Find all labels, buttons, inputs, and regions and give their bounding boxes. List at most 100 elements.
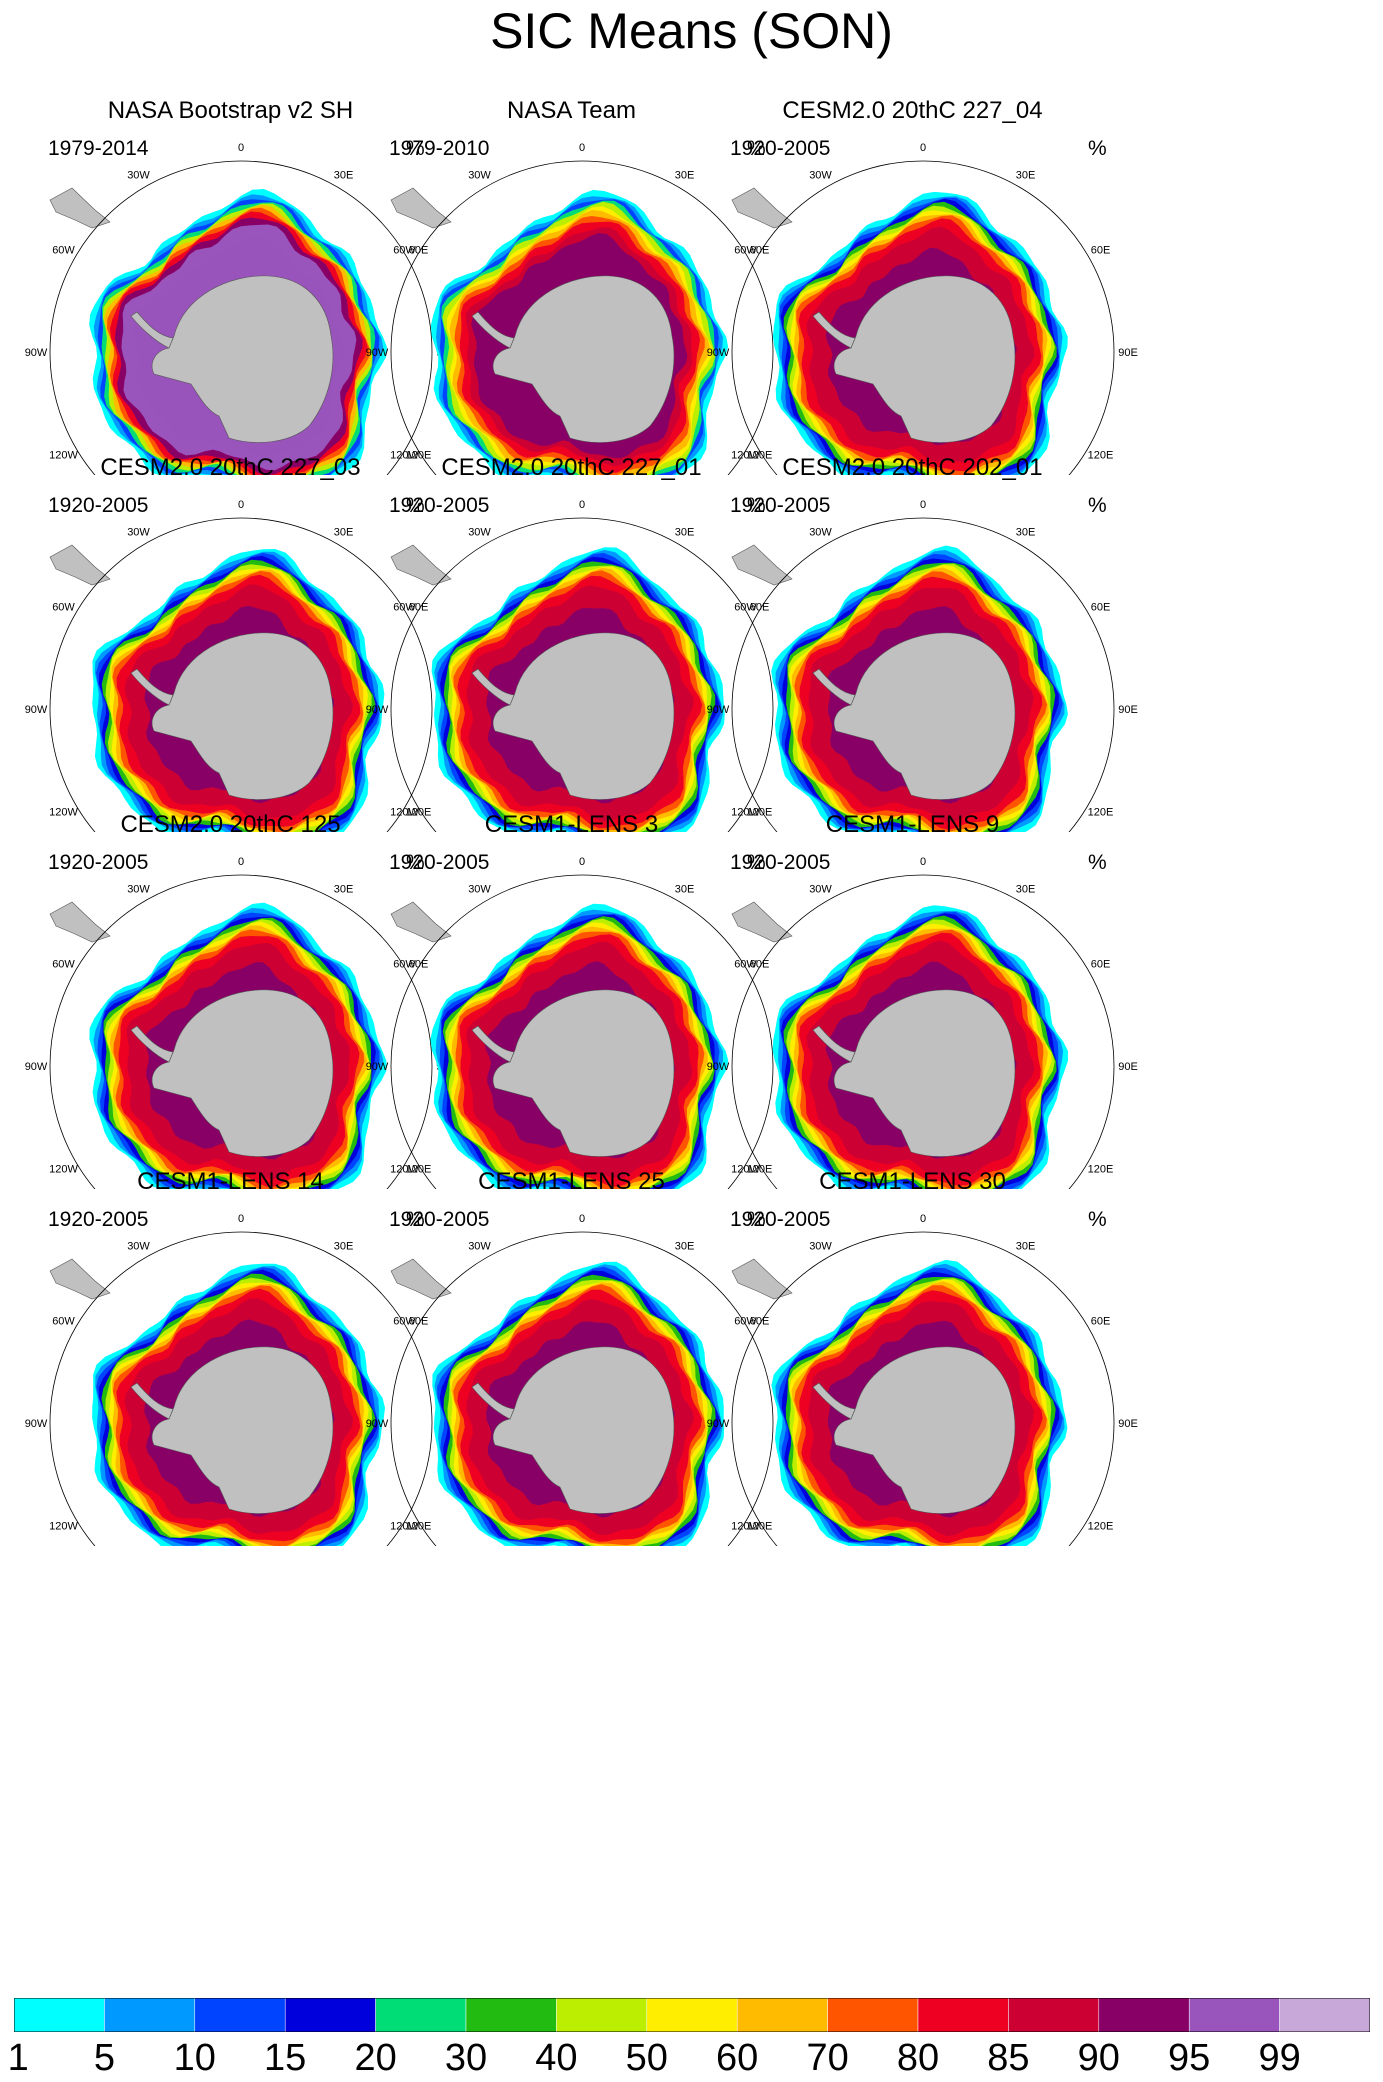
longitude-labels: 030E60E90E120E150E180150W120W90W60W30W (707, 142, 1138, 462)
panel-title: CESM1-LENS 14 (137, 1168, 324, 1195)
longitude-label: 120E (406, 807, 432, 819)
panel-title: CESM2.0 20thC 202_01 (782, 454, 1043, 481)
longitude-label: 120E (406, 450, 432, 462)
longitude-label: 60E (1091, 1316, 1111, 1328)
colorbar-label: 30 (444, 2037, 488, 2079)
longitude-label: 60E (409, 602, 429, 614)
colorbar-label: 80 (896, 2037, 940, 2079)
panel-unit: % (747, 494, 766, 517)
longitude-label: 90W (707, 704, 730, 716)
longitude-label: 120E (406, 1164, 432, 1176)
longitude-labels: 030E60E90E120E150E180150W120W90W60W30W (707, 499, 1138, 819)
antarctica-landmass (471, 275, 675, 443)
polar-map: 030E60E90E120E150E180150W120W90W60W30W (366, 856, 797, 1189)
panel-unit: % (1088, 494, 1107, 517)
longitude-labels: 030E60E90E120E150E180150W120W90W60W30W (25, 142, 456, 462)
map-panel: 030E60E90E120E150E180150W120W90W60W30WNA… (0, 0, 461, 475)
colorbar-swatch (284, 1998, 376, 2032)
colorbar-label: 1 (7, 2037, 29, 2079)
longitude-label: 90W (25, 1061, 48, 1073)
longitude-label: 60E (409, 959, 429, 971)
longitude-label: 120W (390, 807, 419, 819)
panel-title: CESM2.0 20thC 125 (120, 811, 341, 838)
panel-unit: % (406, 1208, 425, 1231)
longitude-label: 30W (127, 1241, 150, 1253)
longitude-label: 90W (366, 1061, 389, 1073)
longitude-label: 30E (334, 170, 354, 182)
south-america-landmass (731, 1258, 793, 1300)
longitude-label: 30W (809, 170, 832, 182)
longitude-label: 0 (920, 142, 926, 154)
polar-map: 030E60E90E120E150E180150W120W90W60W30W (707, 499, 1138, 832)
longitude-label: 30E (334, 1241, 354, 1253)
colorbar-swatch (827, 1998, 919, 2032)
colorbar-label: 70 (806, 2037, 849, 2079)
map-boundary-circle (390, 1231, 774, 1546)
map-panel: 030E60E90E120E150E180150W120W90W60W30W CE… (682, 714, 1143, 1189)
map-boundary-circle (731, 517, 1115, 832)
longitude-label: 30E (675, 170, 695, 182)
longitude-label: 30W (809, 527, 832, 539)
antarctica-landmass (130, 989, 334, 1157)
longitude-label: 30E (675, 527, 695, 539)
longitude-label: 30W (468, 884, 491, 896)
antarctica-landmass (471, 632, 675, 800)
longitude-label: 60E (409, 245, 429, 257)
longitude-label: 30W (127, 170, 150, 182)
longitude-label: 120W (390, 450, 419, 462)
panel-unit: % (1088, 1208, 1107, 1231)
map-boundary-circle (731, 1231, 1115, 1546)
panel-period: 1920-2005 (48, 1208, 149, 1231)
colorbar-label: 10 (173, 2037, 216, 2079)
longitude-label: 0 (238, 142, 244, 154)
longitude-label: 0 (579, 499, 585, 511)
panel-unit: % (406, 494, 425, 517)
panel-period: 1920-2005 (730, 1208, 831, 1231)
longitude-label: 120W (731, 450, 760, 462)
longitude-label: 0 (920, 856, 926, 868)
longitude-label: 120W (390, 1164, 419, 1176)
longitude-label: 60E (1091, 602, 1111, 614)
longitude-label: 120W (390, 1521, 419, 1533)
panel-title: CESM1-LENS 9 (825, 811, 1000, 838)
polar-map: 030E60E90E120E150E180150W120W90W60W30W (25, 1213, 456, 1546)
longitude-label: 90E (1118, 1061, 1138, 1073)
longitude-label: 120W (731, 807, 760, 819)
longitude-label: 30E (675, 884, 695, 896)
colorbar-swatch (917, 1998, 1009, 2032)
panel-period: 1920-2005 (730, 137, 831, 160)
map-panel: 030E60E90E120E150E180150W120W90W60W30WCE… (0, 357, 461, 832)
longitude-labels: 030E60E90E120E150E180150W120W90W60W30W (707, 1213, 1138, 1533)
longitude-label: 60E (1091, 245, 1111, 257)
map-panel: 030E60E90E120E150E180150W120W90W60W30WCE… (0, 1071, 461, 1546)
longitude-label: 60W (52, 602, 75, 614)
longitude-label: 90W (366, 1418, 389, 1430)
panel-period: 1920-2005 (389, 494, 490, 517)
panel-period: 1920-2005 (389, 1208, 490, 1231)
map-boundary-circle (49, 160, 433, 475)
longitude-label: 0 (920, 499, 926, 511)
longitude-label: 120E (1088, 1521, 1114, 1533)
panel-unit: % (747, 137, 766, 160)
longitude-label: 120W (49, 450, 78, 462)
panel-unit: % (406, 137, 425, 160)
longitude-label: 90W (707, 1061, 730, 1073)
longitude-labels: 030E60E90E120E150E180150W120W90W60W30W (707, 856, 1138, 1176)
longitude-label: 60W (52, 245, 75, 257)
panel-period: 1979-2010 (389, 137, 490, 160)
panel-title: CESM2.0 20thC 227_03 (100, 454, 361, 481)
south-america-landmass (731, 187, 793, 229)
longitude-label: 60W (52, 1316, 75, 1328)
longitude-label: 90E (1118, 347, 1138, 359)
colorbar-label: 5 (93, 2037, 115, 2079)
map-boundary-circle (731, 160, 1115, 475)
longitude-label: 0 (238, 499, 244, 511)
colorbar-swatch (736, 1998, 828, 2032)
longitude-label: 90W (366, 704, 389, 716)
longitude-label: 30W (809, 1241, 832, 1253)
colorbar-label: 95 (1168, 2037, 1211, 2079)
longitude-label: 30W (127, 884, 150, 896)
longitude-labels: 030E60E90E120E150E180150W120W90W60W30W (366, 142, 797, 462)
antarctica-landmass (130, 1346, 334, 1514)
longitude-label: 0 (920, 1213, 926, 1225)
